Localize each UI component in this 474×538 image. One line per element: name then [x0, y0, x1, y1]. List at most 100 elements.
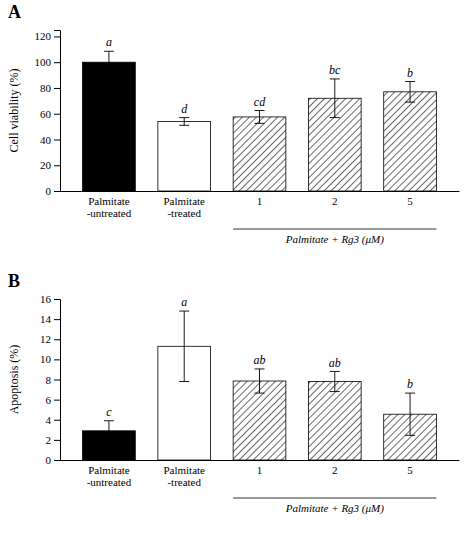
- tick: 12: [40, 333, 60, 345]
- axis-line: [54, 31, 61, 192]
- error-bar-line: [179, 311, 189, 381]
- axis-title: Apoptosis (%): [7, 345, 21, 415]
- tick-label: 14: [40, 313, 52, 325]
- group-bracket: [233, 498, 436, 499]
- tick-mark: [54, 191, 60, 192]
- tick-label: 100: [35, 56, 52, 68]
- error-bar-line: [405, 82, 415, 103]
- tick-mark: [54, 165, 60, 166]
- tick-mark: [54, 460, 60, 461]
- tick-label: 2: [46, 434, 52, 446]
- bar: [384, 92, 437, 191]
- tick-mark: [54, 36, 60, 37]
- error-bar-line: [104, 51, 114, 73]
- axis-line: [54, 300, 61, 461]
- tick-label: 40: [40, 134, 52, 146]
- tick: 6: [46, 394, 61, 406]
- panel-label: B: [8, 271, 20, 291]
- tick-mark: [54, 339, 60, 340]
- tick-label: 5: [407, 464, 413, 476]
- tick: Palmitate-untreated: [87, 195, 132, 220]
- tick-label: 5: [407, 195, 413, 207]
- significance-label: d: [181, 102, 188, 116]
- tick: 8: [46, 374, 61, 386]
- tick: 60: [40, 108, 60, 120]
- tick: 4: [46, 414, 61, 426]
- error-bar-line: [179, 118, 189, 126]
- bar: [233, 117, 286, 191]
- tick-label: 12: [40, 333, 51, 345]
- tick-label: Palmitate-untreated: [87, 464, 132, 489]
- tick-mark: [54, 62, 60, 63]
- tick-mark: [54, 359, 60, 360]
- tick: 20: [40, 159, 60, 171]
- axis-line: [61, 191, 460, 192]
- error-bar-line: [330, 371, 340, 391]
- tick-label: 0: [46, 454, 52, 466]
- tick-mark: [54, 400, 60, 401]
- significance-label: bc: [329, 63, 341, 77]
- tick: 40: [40, 134, 60, 146]
- tick: 5: [407, 195, 413, 207]
- axis-title: Cell viability (%): [7, 69, 21, 153]
- tick: 14: [40, 313, 60, 325]
- tick: Palmitate-treated: [163, 464, 205, 489]
- tick-label: 10: [40, 353, 52, 365]
- error-bar: [179, 118, 189, 126]
- group-label: Palmitate + Rg3 (μM): [285, 502, 385, 515]
- plot-area: [83, 51, 437, 191]
- group-bracket: [233, 229, 436, 230]
- error-bar-line: [104, 421, 114, 441]
- tick: 2: [46, 434, 61, 446]
- significance-label: c: [106, 405, 112, 419]
- tick-label: 120: [35, 30, 52, 42]
- tick: 5: [407, 464, 413, 476]
- plot-area: [83, 311, 437, 460]
- error-bar: [330, 371, 340, 391]
- significance-label: a: [181, 295, 187, 309]
- tick-label: 80: [40, 82, 52, 94]
- tick-label: 6: [46, 394, 52, 406]
- y-axis: 0 2 4 6 8 10 12 14 16: [40, 293, 61, 466]
- tick: Palmitate-treated: [163, 195, 205, 220]
- panel-label: A: [8, 2, 21, 22]
- error-bar-line: [330, 79, 340, 118]
- tick: Palmitate-untreated: [87, 464, 132, 489]
- tick-label: 4: [46, 414, 52, 426]
- tick-mark: [54, 299, 60, 300]
- error-bar: [405, 393, 415, 435]
- tick-label: 60: [40, 108, 52, 120]
- error-bar: [330, 79, 340, 118]
- bar: [308, 382, 361, 460]
- tick-mark: [54, 114, 60, 115]
- tick-label: 8: [46, 374, 52, 386]
- tick: 0: [46, 185, 61, 197]
- tick-label: 1: [257, 195, 263, 207]
- x-axis: Palmitate-untreated Palmitate-treated 1 2 5: [61, 192, 460, 220]
- tick-mark: [54, 88, 60, 89]
- tick-label: 1: [257, 464, 263, 476]
- error-bar: [255, 111, 265, 124]
- tick-label: 16: [40, 293, 52, 305]
- error-bar: [405, 82, 415, 103]
- x-axis: Palmitate-untreated Palmitate-treated 1 2 5: [61, 461, 460, 489]
- tick: 80: [40, 82, 60, 94]
- significance-label: cd: [254, 95, 266, 109]
- tick-mark: [54, 139, 60, 140]
- significance-label: ab: [329, 356, 341, 370]
- tick: 0: [46, 454, 61, 466]
- tick: 10: [40, 353, 60, 365]
- panel: 020406080100120Palmitate-untreatedPalmit…: [7, 2, 460, 246]
- tick: 120: [35, 30, 61, 42]
- tick-label: Palmitate-untreated: [87, 195, 132, 220]
- tick: 2: [332, 195, 338, 207]
- tick-label: 2: [332, 195, 338, 207]
- figure: 020406080100120Palmitate-untreatedPalmit…: [0, 0, 474, 538]
- tick: 100: [35, 56, 61, 68]
- error-bar: [104, 51, 114, 73]
- tick-mark: [54, 319, 60, 320]
- tick-mark: [54, 440, 60, 441]
- tick: 2: [332, 464, 338, 476]
- tick-mark: [54, 420, 60, 421]
- significance-label: a: [106, 35, 112, 49]
